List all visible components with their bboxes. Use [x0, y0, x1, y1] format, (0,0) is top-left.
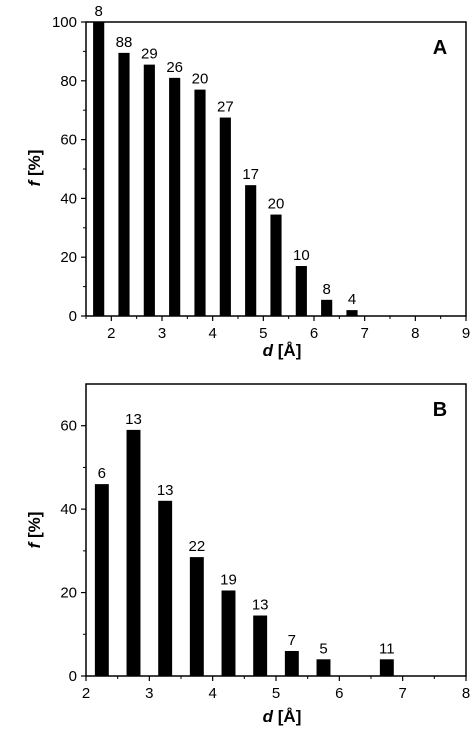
- bar-count-label: 29: [141, 46, 158, 63]
- bar-count-label: 20: [192, 71, 209, 88]
- bar: [221, 590, 236, 676]
- bar-count-label: 19: [220, 571, 237, 588]
- y-tick-label: 40: [60, 190, 77, 207]
- bar-count-label: 8: [94, 3, 102, 20]
- y-tick-label: 0: [69, 308, 77, 325]
- bar: [316, 659, 331, 676]
- bar-count-label: 13: [157, 482, 174, 499]
- bar: [194, 89, 206, 317]
- y-axis-label: f [%]: [25, 150, 44, 187]
- x-tick-label: 8: [411, 325, 419, 342]
- panel-b-chart: 6 13 13 22 19 13 7 5 11 2 3 4 5 6 7 8 0 20 40 60 d [Å] f [%] B: [25, 383, 470, 726]
- bar-count-label: 26: [166, 59, 183, 76]
- y-tick-label: 60: [60, 418, 77, 435]
- bar-count-label: 7: [288, 632, 296, 649]
- y-axis-label-unit: [%]: [25, 512, 44, 543]
- x-tick-label: 4: [208, 325, 216, 342]
- y-axis-label-symbol: f: [25, 540, 44, 548]
- bar: [270, 214, 282, 316]
- bar: [126, 429, 141, 676]
- x-tick-label: 9: [462, 325, 470, 342]
- y-axis-label: f [%]: [25, 512, 44, 549]
- x-axis-label-symbol: d: [263, 707, 274, 726]
- x-axis-label-symbol: d: [263, 341, 274, 360]
- x-axis-label: d [Å]: [263, 341, 302, 360]
- bar-count-label: 8: [322, 281, 330, 298]
- y-tick-label: 60: [60, 132, 77, 149]
- x-axis-label: d [Å]: [263, 707, 302, 726]
- bar: [245, 185, 257, 316]
- x-tick-label: 2: [107, 325, 115, 342]
- bar-count-label: 88: [116, 34, 133, 51]
- bar: [219, 117, 231, 316]
- x-tick-label: 5: [259, 325, 267, 342]
- bar: [253, 615, 268, 676]
- bar: [93, 22, 105, 316]
- bar-count-label: 13: [125, 411, 142, 428]
- bar-count-label: 10: [293, 247, 310, 264]
- bar-count-label: 27: [217, 99, 234, 116]
- y-tick-label: 0: [69, 668, 77, 685]
- x-axis-label-unit: [Å]: [273, 707, 301, 726]
- bar-count-label: 5: [319, 640, 327, 657]
- bar-count-label: 11: [379, 640, 395, 657]
- y-tick-label: 80: [60, 73, 77, 90]
- y-axis-label-unit: [%]: [25, 150, 44, 181]
- x-tick-label: 2: [82, 685, 90, 702]
- x-tick-label: 4: [208, 685, 216, 702]
- x-tick-label: 8: [462, 685, 470, 702]
- y-axis-label-symbol: f: [25, 178, 44, 186]
- bar-count-label: 4: [348, 291, 356, 308]
- y-tick-label: 20: [60, 585, 77, 602]
- bar-count-label: 22: [188, 538, 205, 555]
- x-axis-label-unit: [Å]: [273, 341, 301, 360]
- bar: [118, 52, 130, 317]
- bar-count-label: 17: [242, 166, 259, 183]
- bar: [346, 310, 358, 316]
- bar: [295, 266, 307, 316]
- x-tick-label: 3: [145, 685, 153, 702]
- bar: [158, 500, 173, 676]
- x-tick-label: 6: [310, 325, 318, 342]
- bar: [284, 650, 299, 676]
- bar: [143, 64, 155, 316]
- y-tick-label: 40: [60, 501, 77, 518]
- panel-label: A: [433, 37, 447, 59]
- x-tick-label: 7: [398, 685, 406, 702]
- bar: [189, 557, 204, 676]
- y-tick-label: 100: [52, 14, 77, 31]
- bar: [94, 484, 109, 676]
- panel-label: B: [433, 399, 447, 421]
- bar-count-label: 6: [98, 465, 106, 482]
- x-tick-label: 5: [272, 685, 280, 702]
- x-tick-label: 6: [335, 685, 343, 702]
- bar-count-label: 13: [252, 597, 269, 614]
- bar-count-label: 20: [268, 196, 285, 213]
- x-tick-label: 7: [360, 325, 368, 342]
- x-tick-label: 3: [158, 325, 166, 342]
- bar: [379, 659, 394, 676]
- plot-frame: [85, 383, 467, 677]
- bar: [321, 299, 333, 316]
- y-tick-label: 20: [60, 249, 77, 266]
- bar: [169, 77, 181, 316]
